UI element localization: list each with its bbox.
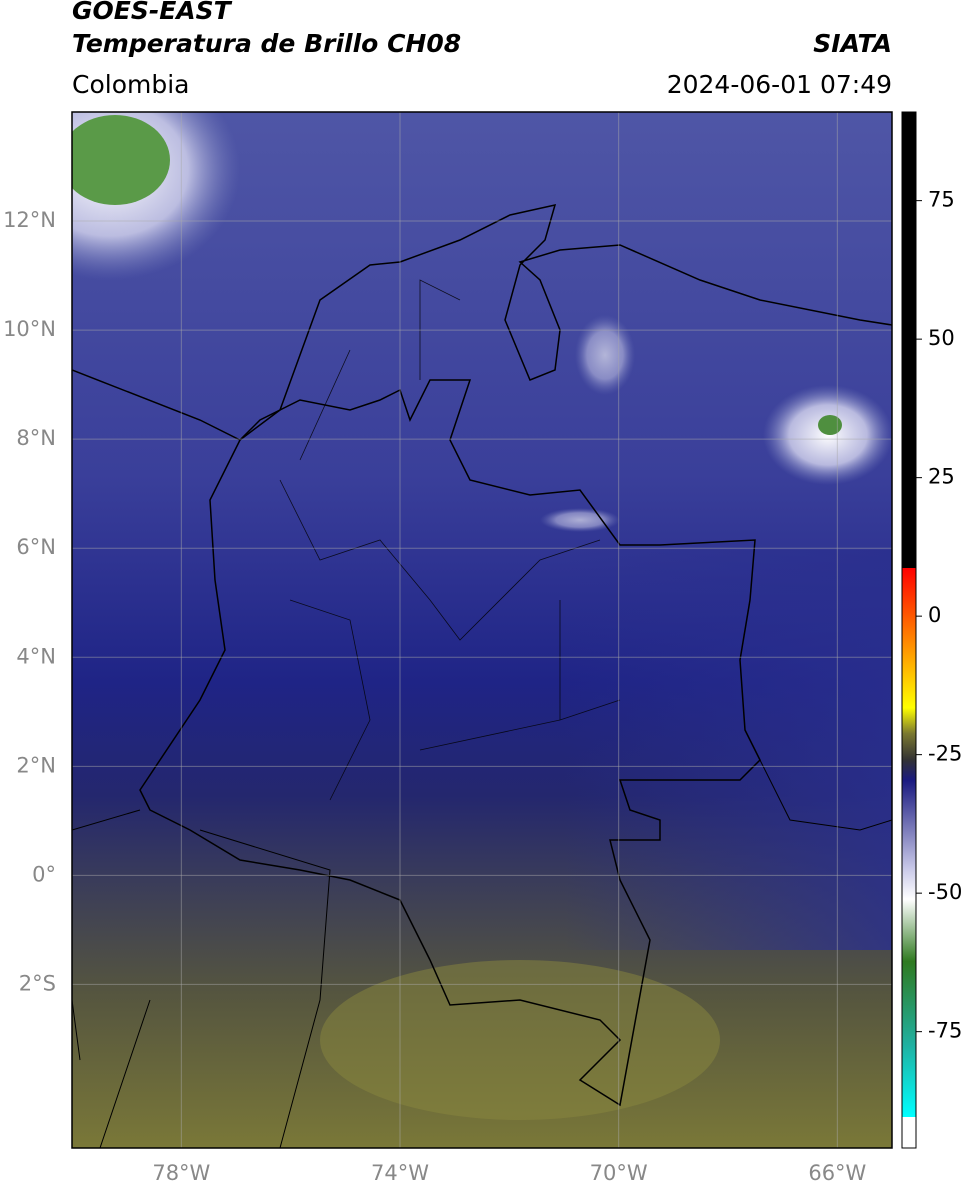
colorbar-tick-label: 75 bbox=[928, 188, 955, 212]
colorbar bbox=[901, 111, 917, 1149]
map-frame bbox=[71, 111, 893, 1149]
satellite: GOES-EAST bbox=[72, 0, 233, 25]
lon-tick-label: 70°W bbox=[590, 1161, 648, 1185]
lat-tick-label: 2°N bbox=[16, 753, 56, 777]
colorbar-tick-label: -50 bbox=[928, 880, 962, 904]
colorbar-tick-label: 25 bbox=[928, 465, 955, 489]
colorbar-tick-label: -25 bbox=[928, 742, 962, 766]
timestamp: 2024-06-01 07:49 bbox=[667, 70, 892, 99]
lat-tick-label: 6°N bbox=[16, 535, 56, 559]
lat-tick-label: 4°N bbox=[16, 644, 56, 668]
lat-tick-label: 10°N bbox=[3, 317, 56, 341]
colorbar-tick-label: -75 bbox=[928, 1019, 962, 1043]
satellite-image bbox=[72, 112, 892, 1148]
lon-tick-label: 74°W bbox=[371, 1161, 429, 1185]
region: Colombia bbox=[72, 70, 189, 99]
lon-tick-label: 66°W bbox=[808, 1161, 866, 1185]
colorbar-tick-label: 0 bbox=[928, 603, 941, 627]
lat-tick-label: 12°N bbox=[3, 208, 56, 232]
lat-tick-label: 2°S bbox=[19, 971, 56, 995]
lon-tick-label: 78°W bbox=[152, 1161, 210, 1185]
colorbar-tick-label: 50 bbox=[928, 326, 955, 350]
source: SIATA bbox=[813, 29, 892, 58]
grid bbox=[72, 112, 892, 1148]
lat-tick-label: 0° bbox=[32, 862, 56, 886]
product: Temperatura de Brillo CH08 bbox=[72, 29, 461, 58]
lat-tick-label: 8°N bbox=[16, 426, 56, 450]
